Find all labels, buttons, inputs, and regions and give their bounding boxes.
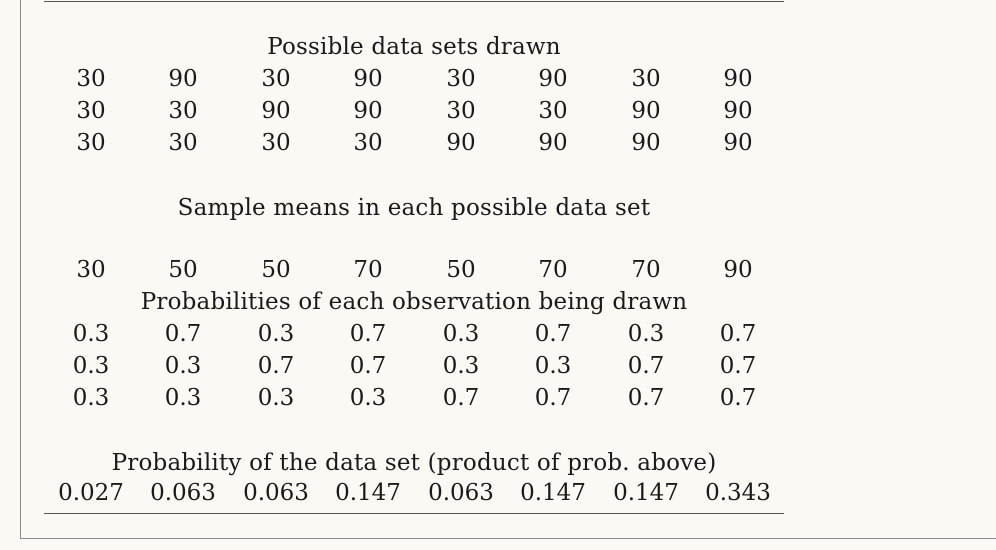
table-cell: 0.7 — [257, 353, 295, 379]
table-cell: 90 — [261, 98, 291, 124]
table-row-means: 30 50 50 70 50 70 70 90 — [0, 255, 996, 285]
table-cell: 0.3 — [164, 385, 202, 411]
table-cell: 0.3 — [72, 353, 110, 379]
table-cell: 0.7 — [719, 321, 757, 347]
table-cell: 90 — [538, 130, 568, 156]
caption-sample-means: Sample means in each possible data set — [177, 195, 651, 221]
table-cell: 90 — [446, 130, 476, 156]
table-row-data-set-2: 30 30 90 90 30 30 90 90 — [0, 96, 996, 126]
caption-data-sets: Possible data sets drawn — [267, 34, 561, 60]
caption-data-set-probability: Probability of the data set (product of … — [111, 450, 717, 476]
table-cell: 0.3 — [72, 385, 110, 411]
table-cell: 0.3 — [442, 353, 480, 379]
table-cell: 0.3 — [349, 385, 387, 411]
table-cell: 0.3 — [164, 353, 202, 379]
table-cell: 30 — [76, 66, 106, 92]
table-cell: 50 — [168, 257, 198, 283]
frame-bottom-border — [20, 538, 996, 539]
table-cell: 30 — [76, 257, 106, 283]
table-cell: 0.063 — [428, 480, 494, 506]
table-cell: 90 — [353, 98, 383, 124]
table-row-obs-prob-1: 0.3 0.7 0.3 0.7 0.3 0.7 0.3 0.7 — [0, 319, 996, 349]
table-cell: 90 — [631, 98, 661, 124]
table-cell: 0.7 — [349, 353, 387, 379]
table-cell: 0.3 — [72, 321, 110, 347]
table-cell: 30 — [446, 98, 476, 124]
table-cell: 0.063 — [243, 480, 309, 506]
table-cell: 50 — [446, 257, 476, 283]
table-cell: 70 — [631, 257, 661, 283]
table-row-set-prob: 0.027 0.063 0.063 0.147 0.063 0.147 0.14… — [0, 478, 996, 508]
table-top-rule — [44, 1, 784, 2]
table-cell: 70 — [538, 257, 568, 283]
table-cell: 0.7 — [442, 385, 480, 411]
table-cell: 0.7 — [534, 385, 572, 411]
frame-left-border — [20, 0, 21, 538]
table-cell: 90 — [538, 66, 568, 92]
table-cell: 0.7 — [534, 321, 572, 347]
table-cell: 30 — [168, 130, 198, 156]
table-cell: 90 — [353, 66, 383, 92]
table-cell: 0.063 — [150, 480, 216, 506]
table-row-obs-prob-2: 0.3 0.3 0.7 0.7 0.3 0.3 0.7 0.7 — [0, 351, 996, 381]
table-cell: 0.3 — [257, 321, 295, 347]
table-cell: 0.343 — [705, 480, 771, 506]
table-cell: 0.3 — [257, 385, 295, 411]
table-cell: 0.3 — [627, 321, 665, 347]
table-cell: 30 — [353, 130, 383, 156]
table-cell: 0.147 — [335, 480, 401, 506]
table-cell: 90 — [723, 257, 753, 283]
table-cell: 0.147 — [613, 480, 679, 506]
caption-observation-probabilities: Probabilities of each observation being … — [140, 289, 688, 315]
table-cell: 90 — [723, 130, 753, 156]
table-cell: 0.7 — [349, 321, 387, 347]
table-cell: 70 — [353, 257, 383, 283]
table-cell: 30 — [261, 130, 291, 156]
table-cell: 0.147 — [520, 480, 586, 506]
table-cell: 30 — [446, 66, 476, 92]
table-cell: 90 — [168, 66, 198, 92]
table-row-data-set-1: 30 90 30 90 30 90 30 90 — [0, 64, 996, 94]
table-cell: 90 — [723, 66, 753, 92]
table-cell: 90 — [723, 98, 753, 124]
table-cell: 30 — [76, 98, 106, 124]
table-cell: 0.7 — [719, 385, 757, 411]
table-row-data-set-3: 30 30 30 30 90 90 90 90 — [0, 128, 996, 158]
table-cell: 30 — [168, 98, 198, 124]
table-cell: 0.7 — [719, 353, 757, 379]
table-row-obs-prob-3: 0.3 0.3 0.3 0.3 0.7 0.7 0.7 0.7 — [0, 383, 996, 413]
table-cell: 30 — [538, 98, 568, 124]
table-bottom-rule — [44, 513, 784, 514]
table-cell: 0.7 — [627, 385, 665, 411]
table-cell: 50 — [261, 257, 291, 283]
table-cell: 0.3 — [442, 321, 480, 347]
table-cell: 0.027 — [58, 480, 124, 506]
table-cell: 0.7 — [627, 353, 665, 379]
table-cell: 30 — [261, 66, 291, 92]
table-cell: 0.7 — [164, 321, 202, 347]
table-cell: 30 — [631, 66, 661, 92]
table-cell: 30 — [76, 130, 106, 156]
table-cell: 90 — [631, 130, 661, 156]
table-cell: 0.3 — [534, 353, 572, 379]
